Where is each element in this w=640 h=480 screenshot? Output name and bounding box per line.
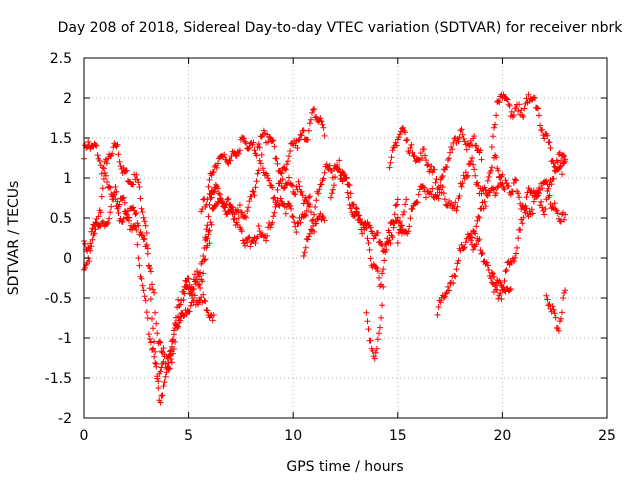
y-tick-label: -0.5: [45, 291, 72, 307]
data-point-markers: [198, 106, 328, 215]
y-axis-title: SDTVAR / TECUs: [6, 181, 22, 296]
series-track-15: [491, 152, 569, 225]
data-points: [81, 91, 569, 406]
data-point-markers: [488, 269, 514, 302]
x-tick-label: 10: [284, 428, 302, 444]
y-tick-label: 2.5: [50, 51, 72, 67]
data-point-markers: [363, 283, 387, 362]
data-point-markers: [327, 157, 410, 290]
y-tick-label: -1.5: [45, 371, 72, 387]
series-track-17: [543, 287, 569, 334]
x-tick-label: 0: [80, 428, 89, 444]
y-tick-label: 0: [63, 251, 72, 267]
y-tick-label: 1: [63, 171, 72, 187]
series-track-8: [327, 157, 410, 290]
series-track-4: [198, 106, 328, 215]
data-point-markers: [202, 151, 313, 241]
plot-border: [83, 57, 608, 419]
y-tick-label: 1.5: [50, 131, 72, 147]
y-tick-label: 2: [63, 91, 72, 107]
series-track-12: [434, 171, 506, 318]
series-track-9: [363, 283, 387, 362]
data-point-markers: [543, 287, 569, 334]
data-point-markers: [394, 155, 495, 246]
axis-ticks: 0 5 10 15 20 25 -2 -1.5 -1 -0.5 0 0.5 1 1.5 2 2.5: [45, 51, 616, 444]
series-track-10: [386, 124, 485, 196]
chart-title: Day 208 of 2018, Sidereal Day-to-day VTE…: [58, 20, 624, 36]
data-point-markers: [386, 124, 485, 196]
x-axis-title: GPS time / hours: [286, 459, 403, 475]
series-track-16: [488, 269, 514, 302]
data-point-markers: [434, 171, 506, 318]
series-track-6: [206, 174, 328, 250]
y-tick-label: -1: [58, 331, 72, 347]
series-track-11: [394, 155, 495, 246]
data-point-markers: [491, 152, 569, 225]
x-tick-label: 25: [598, 428, 616, 444]
y-tick-label: -2: [58, 411, 72, 427]
x-tick-label: 15: [389, 428, 407, 444]
series-track-14: [488, 91, 569, 178]
series-track-5: [202, 151, 313, 241]
grid-lines: [84, 58, 607, 418]
data-point-markers: [206, 174, 328, 250]
data-point-markers: [488, 91, 569, 178]
x-tick-label: 20: [493, 428, 511, 444]
y-tick-label: 0.5: [50, 211, 72, 227]
x-tick-label: 5: [184, 428, 193, 444]
